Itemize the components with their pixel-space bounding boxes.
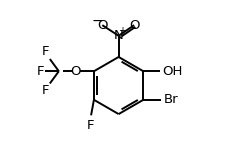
Text: +: +	[118, 26, 126, 36]
Text: N: N	[114, 29, 124, 42]
Text: O: O	[97, 19, 108, 32]
Text: F: F	[42, 45, 49, 58]
Text: F: F	[87, 119, 94, 132]
Text: Br: Br	[164, 93, 178, 106]
Text: −: −	[92, 14, 103, 28]
Text: OH: OH	[162, 65, 183, 78]
Text: F: F	[37, 65, 44, 78]
Text: O: O	[129, 19, 139, 32]
Text: F: F	[42, 84, 49, 97]
Text: O: O	[71, 65, 81, 78]
